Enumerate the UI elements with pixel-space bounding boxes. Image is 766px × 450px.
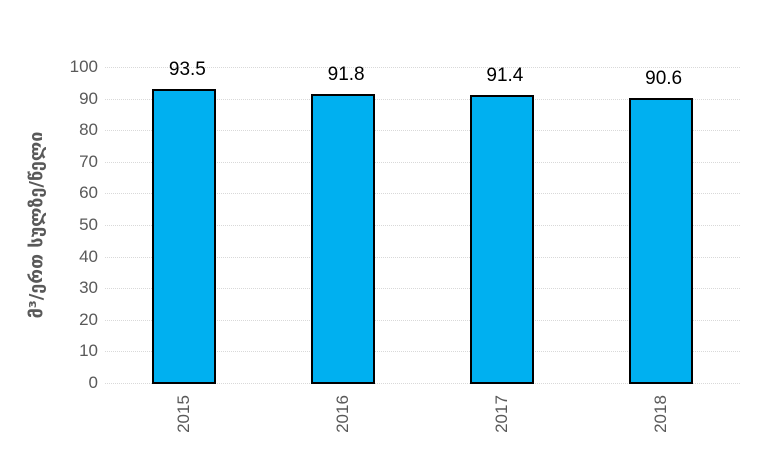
gridline-70 [105, 161, 740, 163]
data-label-2018: 90.6 [645, 67, 683, 89]
data-label-2015: 93.5 [168, 58, 206, 80]
plot-area: 93.5 91.8 91.4 90.6 [105, 59, 740, 384]
gridline-80 [105, 130, 740, 132]
bar-2016 [311, 93, 376, 384]
x-tick-label-2015: 2015 [174, 395, 194, 433]
data-label-2016: 91.8 [327, 63, 365, 85]
gridline-10 [105, 351, 740, 353]
y-tick-label-0: 0 [88, 373, 98, 392]
bar-2017 [469, 95, 534, 384]
gridline-50 [105, 225, 740, 226]
y-tick-label-90: 90 [79, 88, 98, 108]
y-axis-ticks: 0 10 20 30 40 50 60 70 80 90 100 [0, 0, 98, 450]
bar-2018 [628, 97, 693, 384]
x-tick-label-2016: 2016 [333, 395, 353, 433]
gridline-40 [105, 256, 740, 258]
y-tick-label-60: 60 [79, 183, 98, 203]
y-tick-label-70: 70 [79, 151, 98, 171]
bar-2015 [152, 88, 217, 384]
gridline-0 [105, 383, 740, 384]
gridline-60 [105, 193, 740, 195]
y-tick-label-100: 100 [69, 57, 98, 76]
y-tick-label-40: 40 [79, 246, 98, 266]
gridline-20 [105, 319, 740, 321]
x-tick-label-2017: 2017 [491, 395, 511, 433]
x-tick-label-2018: 2018 [650, 395, 670, 433]
y-tick-label-80: 80 [79, 120, 98, 140]
gridline-90 [105, 98, 740, 100]
y-tick-label-30: 30 [79, 278, 98, 298]
y-tick-label-20: 20 [79, 309, 98, 329]
y-tick-label-50: 50 [79, 215, 98, 234]
gridline-30 [105, 288, 740, 290]
gridline-100 [105, 67, 740, 68]
y-tick-label-10: 10 [79, 341, 98, 361]
data-label-2017: 91.4 [486, 65, 524, 87]
